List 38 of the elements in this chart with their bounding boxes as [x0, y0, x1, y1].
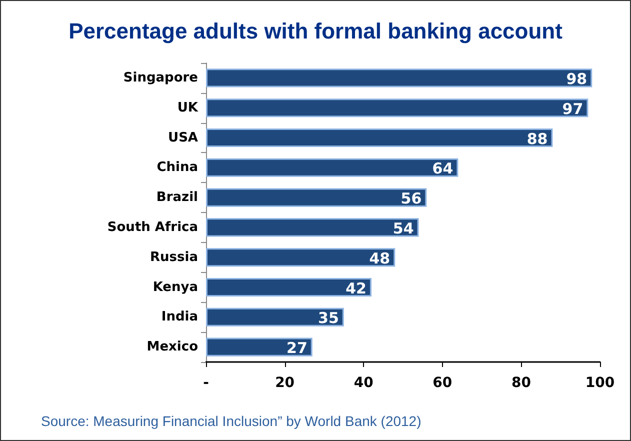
y-tick-label: Russia: [150, 250, 198, 265]
x-tick-label: 20: [275, 375, 295, 391]
data-label: 48: [369, 249, 390, 268]
bar: [206, 98, 588, 118]
x-tick-label: -: [203, 375, 210, 391]
data-label: 27: [286, 339, 308, 358]
data-label: 42: [346, 279, 366, 298]
bar: [206, 128, 553, 148]
y-tick-label: Kenya: [152, 280, 198, 295]
y-tick-label: UK: [177, 100, 199, 116]
y-tick-label: Singapore: [123, 70, 198, 86]
y-tick-label: Mexico: [146, 340, 198, 355]
data-label: 35: [318, 309, 339, 328]
chart-title: Percentage adults with formal banking account: [68, 18, 564, 44]
y-tick-label: Brazil: [156, 190, 198, 206]
bar: [206, 338, 312, 356]
y-tick-label: India: [161, 310, 198, 325]
bar: [206, 188, 427, 207]
bar: [206, 278, 372, 297]
source-note: Source: Measuring Financial Inclusion” by World Bank (2012): [41, 413, 422, 429]
y-tick-label: South Africa: [107, 220, 198, 235]
bar: [206, 68, 592, 88]
x-tick-label: 40: [354, 375, 374, 391]
bar: [206, 218, 419, 237]
data-label: 98: [566, 70, 588, 88]
data-label: 54: [392, 219, 414, 238]
bar: [206, 308, 344, 326]
bar: [206, 248, 396, 267]
bar: [206, 158, 458, 177]
data-label: 56: [400, 190, 422, 208]
data-label: 88: [526, 130, 548, 148]
data-label: 64: [432, 160, 454, 178]
x-tick-label: 80: [511, 375, 532, 391]
x-tick-label: 60: [432, 375, 452, 391]
data-label: 97: [562, 100, 584, 118]
y-tick-label: USA: [168, 130, 198, 146]
y-tick-label: China: [156, 160, 198, 176]
x-tick-label: 100: [585, 375, 615, 391]
